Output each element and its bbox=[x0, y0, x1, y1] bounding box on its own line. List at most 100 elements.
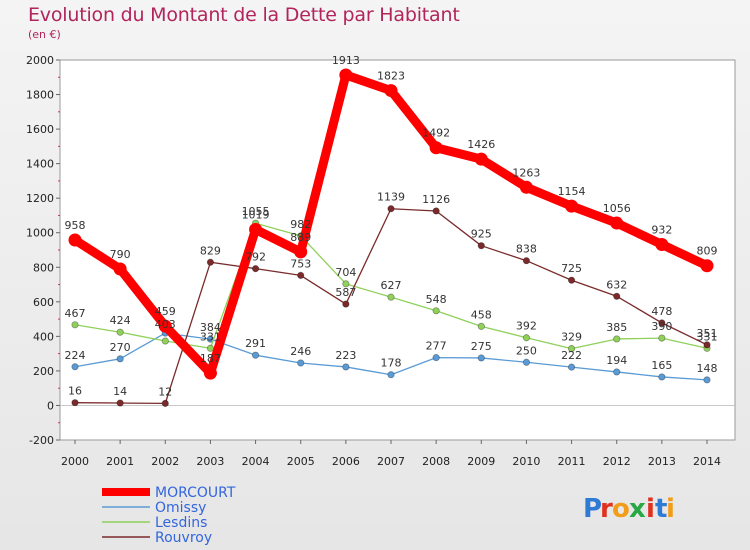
data-label-morcourt: 809 bbox=[697, 245, 718, 258]
data-point-morcourt bbox=[203, 366, 217, 380]
data-label-rouvroy: 12 bbox=[158, 385, 172, 398]
data-point-omissy bbox=[387, 371, 395, 379]
data-point-morcourt bbox=[68, 233, 82, 247]
logo-letter: P bbox=[583, 494, 602, 524]
data-point-rouvroy bbox=[297, 271, 305, 279]
logo-letter: o bbox=[612, 494, 630, 524]
data-label-rouvroy: 351 bbox=[697, 327, 718, 340]
x-tick-label: 2012 bbox=[603, 455, 631, 468]
data-point-lesdins bbox=[567, 345, 576, 353]
legend-label-morcourt: MORCOURT bbox=[155, 485, 236, 501]
data-label-omissy: 277 bbox=[426, 340, 447, 353]
logo-letter: i bbox=[646, 494, 655, 524]
data-point-morcourt bbox=[655, 237, 669, 251]
data-label-morcourt: 1263 bbox=[512, 166, 540, 179]
data-label-lesdins: 424 bbox=[110, 314, 131, 327]
data-label-lesdins: 1055 bbox=[242, 205, 270, 218]
data-label-morcourt: 1823 bbox=[377, 70, 405, 83]
data-point-omissy bbox=[613, 368, 621, 376]
data-label-rouvroy: 587 bbox=[335, 286, 356, 299]
data-label-morcourt: 1056 bbox=[603, 202, 631, 215]
data-point-lesdins bbox=[71, 321, 79, 329]
y-tick-label: 200 bbox=[33, 365, 54, 378]
data-label-rouvroy: 16 bbox=[68, 385, 82, 398]
data-point-lesdins bbox=[161, 337, 169, 345]
data-point-lesdins bbox=[477, 322, 485, 330]
data-label-lesdins: 385 bbox=[606, 321, 627, 334]
x-tick-label: 2002 bbox=[151, 455, 179, 468]
x-tick-label: 2001 bbox=[106, 455, 134, 468]
y-tick-label: 1000 bbox=[26, 227, 54, 240]
data-point-rouvroy bbox=[116, 399, 124, 407]
data-label-morcourt: 932 bbox=[651, 223, 672, 236]
data-point-morcourt bbox=[429, 141, 443, 155]
y-tick-label: 1200 bbox=[26, 192, 54, 205]
data-point-morcourt bbox=[384, 84, 398, 98]
data-label-morcourt: 958 bbox=[65, 219, 86, 232]
x-tick-label: 2008 bbox=[422, 455, 450, 468]
data-label-omissy: 148 bbox=[697, 362, 718, 375]
plot-area bbox=[59, 59, 736, 441]
data-point-rouvroy bbox=[522, 257, 531, 265]
data-point-rouvroy bbox=[432, 207, 440, 215]
chart-axes: -200 0 200 400 600 800 1000 1200 1400 1600 1800 200… bbox=[26, 54, 736, 468]
y-tick-label: 1600 bbox=[26, 123, 54, 136]
data-label-omissy: 275 bbox=[471, 340, 492, 353]
data-label-morcourt: 1426 bbox=[467, 138, 495, 151]
data-point-morcourt bbox=[610, 216, 624, 230]
legend-label-rouvroy: Rouvroy bbox=[155, 530, 212, 546]
data-label-rouvroy: 792 bbox=[245, 251, 266, 264]
x-tick-label: 2013 bbox=[648, 455, 676, 468]
y-tick-label: 800 bbox=[33, 261, 54, 274]
y-tick-label: 2000 bbox=[26, 54, 54, 67]
data-label-omissy: 222 bbox=[561, 349, 582, 362]
data-point-rouvroy bbox=[703, 341, 711, 349]
data-point-morcourt bbox=[519, 180, 533, 194]
data-point-omissy bbox=[71, 363, 79, 371]
data-point-rouvroy bbox=[567, 276, 576, 284]
data-label-omissy: 224 bbox=[65, 349, 86, 362]
x-tick-label: 2006 bbox=[332, 455, 360, 468]
data-point-morcourt bbox=[294, 245, 308, 259]
data-label-rouvroy: 838 bbox=[516, 243, 537, 256]
data-label-morcourt: 459 bbox=[155, 305, 176, 318]
data-label-overlap: 331 bbox=[200, 330, 221, 343]
data-label-lesdins: 982 bbox=[290, 218, 311, 231]
data-point-lesdins bbox=[613, 335, 621, 343]
y-tick-label: -200 bbox=[29, 434, 54, 447]
y-tick-label: 600 bbox=[33, 296, 54, 309]
data-label-rouvroy: 14 bbox=[113, 385, 127, 398]
data-point-omissy bbox=[116, 355, 124, 363]
data-point-omissy bbox=[251, 351, 260, 359]
chart-title: Evolution du Montant de la Dette par Hab… bbox=[28, 4, 460, 26]
data-point-omissy bbox=[477, 354, 485, 362]
data-label-omissy: 223 bbox=[335, 349, 356, 362]
data-point-rouvroy bbox=[613, 292, 621, 300]
data-label-rouvroy: 725 bbox=[561, 262, 582, 275]
y-tick-label: 400 bbox=[33, 330, 54, 343]
data-label-morcourt: 889 bbox=[290, 231, 311, 244]
chart-subtitle: (en €) bbox=[28, 28, 61, 41]
proxiti-logo: Pr o x i ti bbox=[583, 494, 675, 524]
data-label-morcourt: 187 bbox=[200, 352, 221, 365]
data-point-rouvroy bbox=[658, 319, 666, 327]
data-label-overlap: 384 bbox=[200, 321, 221, 334]
x-tick-label: 2009 bbox=[467, 455, 495, 468]
data-point-lesdins bbox=[522, 334, 531, 342]
legend-label-omissy: Omissy bbox=[155, 500, 206, 516]
legend-label-lesdins: Lesdins bbox=[155, 515, 207, 531]
data-label-omissy: 270 bbox=[110, 341, 131, 354]
data-point-morcourt bbox=[113, 262, 127, 276]
data-point-lesdins bbox=[206, 344, 215, 352]
x-tick-label: 2010 bbox=[512, 455, 540, 468]
data-point-morcourt bbox=[339, 68, 353, 82]
x-tick-label: 2000 bbox=[61, 455, 89, 468]
data-label-morcourt: 790 bbox=[110, 248, 131, 261]
data-label-lesdins: 458 bbox=[471, 308, 492, 321]
data-point-morcourt bbox=[700, 259, 714, 273]
data-point-lesdins bbox=[658, 334, 666, 342]
logo-letter: t bbox=[655, 494, 667, 524]
y-tick-label: 0 bbox=[47, 399, 54, 412]
data-point-morcourt bbox=[249, 222, 263, 236]
